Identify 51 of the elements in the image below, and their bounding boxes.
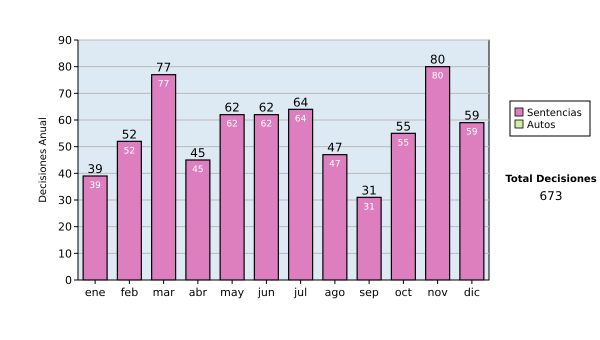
- data-label: 80: [432, 72, 444, 82]
- total-label: 62: [224, 100, 240, 115]
- total-label: 80: [430, 52, 446, 67]
- x-tick-label: ago: [324, 286, 346, 299]
- x-tick-label: feb: [120, 286, 138, 299]
- legend-label: Sentencias: [527, 108, 582, 119]
- y-tick-label: 80: [58, 60, 72, 74]
- data-label: 59: [466, 128, 478, 138]
- total-label: 31: [361, 183, 377, 198]
- data-label: 77: [158, 80, 170, 90]
- y-tick-label: 90: [58, 34, 72, 47]
- y-tick-label: 30: [58, 194, 72, 207]
- y-tick-label: 60: [58, 114, 72, 127]
- x-tick-label: mar: [152, 286, 176, 299]
- data-label: 52: [124, 146, 136, 156]
- x-tick-label: dic: [464, 286, 480, 299]
- x-tick-label: abr: [188, 286, 208, 299]
- total-label: 59: [464, 108, 480, 123]
- data-label: 39: [89, 181, 102, 191]
- data-label: 62: [226, 120, 238, 130]
- total-label: 55: [396, 119, 412, 134]
- x-tick-label: oct: [394, 286, 413, 299]
- data-label: 64: [294, 114, 307, 124]
- text: 673: [540, 189, 562, 203]
- x-tick-label: sep: [359, 286, 379, 299]
- total-label: 64: [292, 95, 308, 110]
- y-tick-label: 50: [58, 140, 72, 154]
- data-label: 31: [363, 202, 375, 212]
- x-tick-label: nov: [428, 286, 448, 299]
- x-tick-label: may: [220, 286, 245, 299]
- total-label: 45: [190, 146, 206, 160]
- y-axis-title: Decisiones Anual: [38, 117, 49, 203]
- y-tick-label: 0: [65, 274, 72, 287]
- x-tick-label: jul: [293, 286, 308, 299]
- total-label: 52: [122, 127, 138, 142]
- y-tick-label: 70: [58, 87, 72, 100]
- total-label: 47: [327, 140, 343, 155]
- x-tick-label: jun: [256, 286, 275, 299]
- total-label: 62: [258, 100, 274, 115]
- data-label: 47: [329, 160, 341, 170]
- y-tick-label: 40: [58, 167, 72, 180]
- data-label: 62: [260, 120, 272, 130]
- data-label: 45: [192, 165, 204, 175]
- legend-label: Autos: [527, 120, 556, 131]
- x-tick-label: ene: [84, 286, 106, 299]
- total-label: 77: [156, 60, 172, 75]
- y-tick-label: 20: [58, 220, 72, 234]
- y-tick-label: 10: [58, 247, 72, 260]
- data-label: 55: [398, 138, 410, 148]
- text: Total Decisiones: [505, 174, 597, 185]
- total-label: 39: [87, 162, 103, 176]
